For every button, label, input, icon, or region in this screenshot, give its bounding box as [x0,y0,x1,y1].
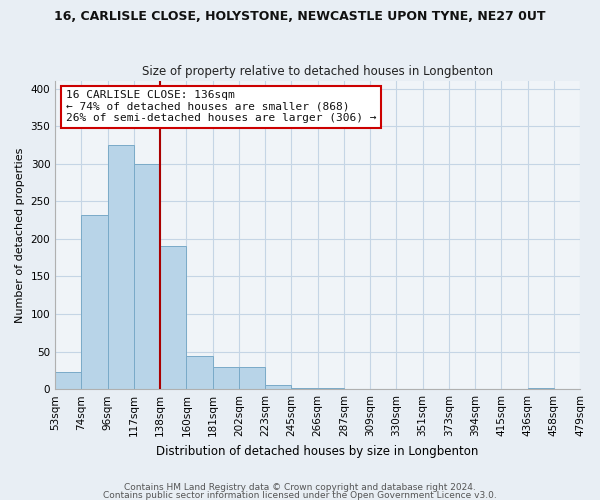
Bar [527,388,554,389]
Bar [239,366,265,389]
Text: 16, CARLISLE CLOSE, HOLYSTONE, NEWCASTLE UPON TYNE, NE27 0UT: 16, CARLISLE CLOSE, HOLYSTONE, NEWCASTLE… [54,10,546,23]
Bar [265,386,292,389]
Bar [134,164,160,389]
Bar [82,215,107,389]
Bar [187,356,212,389]
Bar [292,388,317,389]
Text: Contains HM Land Registry data © Crown copyright and database right 2024.: Contains HM Land Registry data © Crown c… [124,484,476,492]
Bar [160,246,187,389]
Text: Contains public sector information licensed under the Open Government Licence v3: Contains public sector information licen… [103,490,497,500]
Bar [107,145,134,389]
Text: 16 CARLISLE CLOSE: 136sqm
← 74% of detached houses are smaller (868)
26% of semi: 16 CARLISLE CLOSE: 136sqm ← 74% of detac… [65,90,376,124]
Bar [55,372,82,389]
Title: Size of property relative to detached houses in Longbenton: Size of property relative to detached ho… [142,66,493,78]
Y-axis label: Number of detached properties: Number of detached properties [15,148,25,323]
X-axis label: Distribution of detached houses by size in Longbenton: Distribution of detached houses by size … [157,444,479,458]
Bar [317,388,344,389]
Bar [212,368,239,389]
